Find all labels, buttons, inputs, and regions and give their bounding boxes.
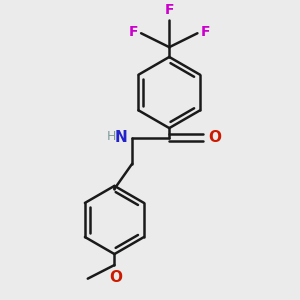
Text: F: F — [164, 3, 174, 17]
Text: F: F — [129, 25, 138, 39]
Text: F: F — [200, 25, 210, 39]
Text: O: O — [110, 270, 122, 285]
Text: N: N — [114, 130, 127, 145]
Text: O: O — [209, 130, 222, 145]
Text: H: H — [106, 130, 116, 142]
